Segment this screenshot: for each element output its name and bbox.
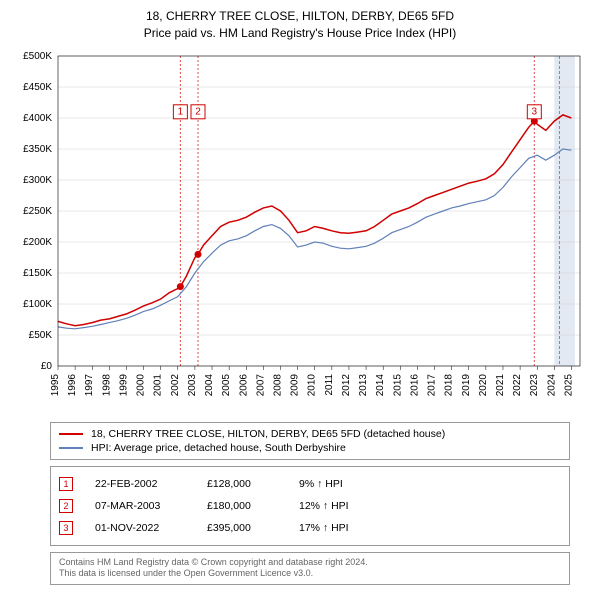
event-marker-icon: 1 xyxy=(59,477,73,491)
svg-text:2015: 2015 xyxy=(392,373,403,396)
svg-text:1995: 1995 xyxy=(50,373,61,396)
svg-text:2004: 2004 xyxy=(204,373,215,396)
event-date: 01-NOV-2022 xyxy=(95,522,185,534)
event-price: £128,000 xyxy=(207,478,277,490)
event-price: £180,000 xyxy=(207,500,277,512)
svg-text:2017: 2017 xyxy=(427,373,438,396)
event-row: 3 01-NOV-2022 £395,000 17% ↑ HPI xyxy=(59,517,561,539)
event-row: 2 07-MAR-2003 £180,000 12% ↑ HPI xyxy=(59,495,561,517)
svg-text:£300K: £300K xyxy=(23,175,52,186)
event-marker-icon: 3 xyxy=(59,521,73,535)
event-row: 1 22-FEB-2002 £128,000 9% ↑ HPI xyxy=(59,473,561,495)
svg-text:2018: 2018 xyxy=(444,373,455,396)
attribution-line: This data is licensed under the Open Gov… xyxy=(59,568,561,580)
svg-text:2010: 2010 xyxy=(307,373,318,396)
svg-text:£150K: £150K xyxy=(23,268,52,279)
svg-text:2021: 2021 xyxy=(495,373,506,396)
event-marker-icon: 2 xyxy=(59,499,73,513)
svg-text:£50K: £50K xyxy=(29,330,53,341)
svg-text:2006: 2006 xyxy=(238,373,249,396)
svg-text:2023: 2023 xyxy=(529,373,540,396)
svg-text:2011: 2011 xyxy=(324,373,335,395)
svg-text:2025: 2025 xyxy=(563,373,574,396)
svg-text:1997: 1997 xyxy=(84,373,95,396)
svg-text:£400K: £400K xyxy=(23,113,52,124)
svg-text:2016: 2016 xyxy=(409,373,420,396)
legend-label: HPI: Average price, detached house, Sout… xyxy=(91,442,346,454)
svg-text:2019: 2019 xyxy=(461,373,472,396)
svg-text:2020: 2020 xyxy=(478,373,489,396)
svg-text:£250K: £250K xyxy=(23,206,52,217)
legend-swatch xyxy=(59,447,83,449)
chart-container: 18, CHERRY TREE CLOSE, HILTON, DERBY, DE… xyxy=(0,0,600,593)
svg-text:£500K: £500K xyxy=(23,51,52,62)
svg-text:3: 3 xyxy=(532,106,538,117)
svg-text:£350K: £350K xyxy=(23,144,52,155)
svg-text:2024: 2024 xyxy=(546,373,557,396)
svg-text:2022: 2022 xyxy=(512,373,523,396)
svg-text:2003: 2003 xyxy=(187,373,198,396)
attribution-box: Contains HM Land Registry data © Crown c… xyxy=(50,552,570,585)
legend-label: 18, CHERRY TREE CLOSE, HILTON, DERBY, DE… xyxy=(91,428,445,440)
event-price: £395,000 xyxy=(207,522,277,534)
legend-row: 18, CHERRY TREE CLOSE, HILTON, DERBY, DE… xyxy=(59,427,561,441)
svg-text:2: 2 xyxy=(195,106,201,117)
chart-area: £0 £50K £100K £150K £200K £250K £300K £350K £400… xyxy=(10,46,590,416)
events-box: 1 22-FEB-2002 £128,000 9% ↑ HPI 2 07-MAR… xyxy=(50,466,570,546)
svg-text:2000: 2000 xyxy=(136,373,147,396)
title-block: 18, CHERRY TREE CLOSE, HILTON, DERBY, DE… xyxy=(10,8,590,42)
svg-text:£450K: £450K xyxy=(23,82,52,93)
event-date: 22-FEB-2002 xyxy=(95,478,185,490)
event-date: 07-MAR-2003 xyxy=(95,500,185,512)
svg-text:2012: 2012 xyxy=(341,373,352,396)
svg-text:£100K: £100K xyxy=(23,299,52,310)
svg-text:1998: 1998 xyxy=(101,373,112,396)
svg-text:1: 1 xyxy=(178,106,184,117)
svg-text:2001: 2001 xyxy=(153,373,164,396)
legend-row: HPI: Average price, detached house, Sout… xyxy=(59,441,561,455)
svg-text:2013: 2013 xyxy=(358,373,369,396)
svg-text:1996: 1996 xyxy=(67,373,78,396)
svg-text:2005: 2005 xyxy=(221,373,232,396)
event-pct: 17% ↑ HPI xyxy=(299,522,399,534)
title-line-2: Price paid vs. HM Land Registry's House … xyxy=(10,25,590,42)
event-pct: 9% ↑ HPI xyxy=(299,478,399,490)
svg-text:2002: 2002 xyxy=(170,373,181,396)
svg-text:2007: 2007 xyxy=(255,373,266,396)
chart-svg: £0 £50K £100K £150K £200K £250K £300K £350K £400… xyxy=(10,46,590,416)
svg-text:£200K: £200K xyxy=(23,237,52,248)
svg-text:1999: 1999 xyxy=(118,373,129,396)
legend-box: 18, CHERRY TREE CLOSE, HILTON, DERBY, DE… xyxy=(50,422,570,460)
title-line-1: 18, CHERRY TREE CLOSE, HILTON, DERBY, DE… xyxy=(10,8,590,25)
svg-text:£0: £0 xyxy=(41,361,53,372)
svg-text:2008: 2008 xyxy=(272,373,283,396)
event-pct: 12% ↑ HPI xyxy=(299,500,399,512)
svg-text:2014: 2014 xyxy=(375,373,386,396)
svg-text:2009: 2009 xyxy=(290,373,301,396)
legend-swatch xyxy=(59,433,83,435)
attribution-line: Contains HM Land Registry data © Crown c… xyxy=(59,557,561,569)
